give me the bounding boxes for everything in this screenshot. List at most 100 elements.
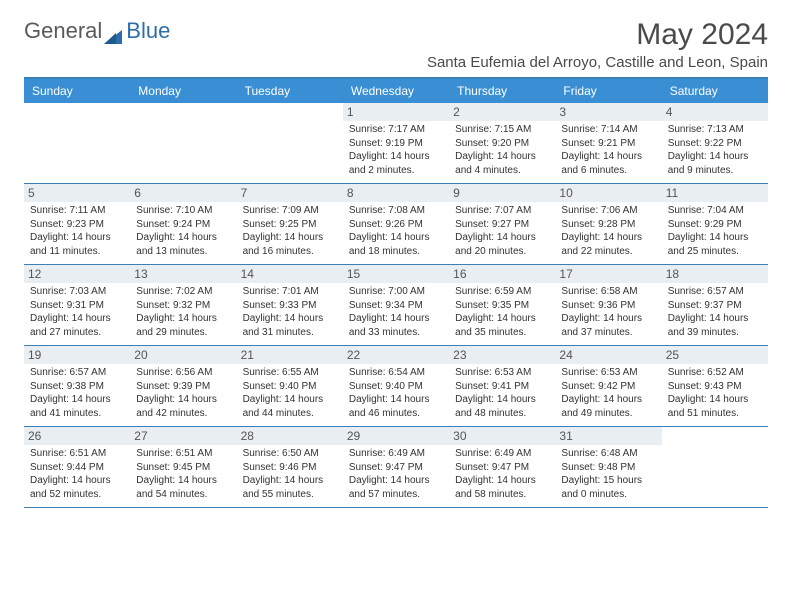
day-number: 1 [343, 103, 449, 121]
day-cell: 29 Sunrise: 6:49 AMSunset: 9:47 PMDayligh… [343, 427, 449, 507]
day-info: Sunrise: 7:03 AMSunset: 9:31 PMDaylight:… [30, 285, 124, 339]
day-number: 19 [24, 346, 130, 364]
location: Santa Eufemia del Arroyo, Castille and L… [427, 54, 768, 71]
day-number: 21 [237, 346, 343, 364]
week-row: 26 Sunrise: 6:51 AMSunset: 9:44 PMDayligh… [24, 427, 768, 508]
day-info: Sunrise: 7:10 AMSunset: 9:24 PMDaylight:… [136, 204, 230, 258]
day-number: 7 [237, 184, 343, 202]
day-number: 9 [449, 184, 555, 202]
day-number: 28 [237, 427, 343, 445]
day-header-row: SundayMondayTuesdayWednesdayThursdayFrid… [24, 79, 768, 103]
day-number: 31 [555, 427, 661, 445]
day-cell: 9 Sunrise: 7:07 AMSunset: 9:27 PMDaylight… [449, 184, 555, 264]
day-number: 6 [130, 184, 236, 202]
day-cell: 27 Sunrise: 6:51 AMSunset: 9:45 PMDayligh… [130, 427, 236, 507]
day-cell: . [24, 103, 130, 183]
day-number: 16 [449, 265, 555, 283]
day-cell: 19Sunrise: 6:57 AMSunset: 9:38 PMDayligh… [24, 346, 130, 426]
day-number: 26 [24, 427, 130, 445]
day-cell: 18Sunrise: 6:57 AMSunset: 9:37 PMDayligh… [662, 265, 768, 345]
day-cell: 3 Sunrise: 7:14 AMSunset: 9:21 PMDaylight… [555, 103, 661, 183]
day-number: 4 [662, 103, 768, 121]
day-info: Sunrise: 7:00 AMSunset: 9:34 PMDaylight:… [349, 285, 443, 339]
day-cell: 8 Sunrise: 7:08 AMSunset: 9:26 PMDaylight… [343, 184, 449, 264]
day-number: 24 [555, 346, 661, 364]
day-info: Sunrise: 7:14 AMSunset: 9:21 PMDaylight:… [561, 123, 655, 177]
title-block: May 2024 Santa Eufemia del Arroyo, Casti… [427, 18, 768, 71]
day-number: 22 [343, 346, 449, 364]
day-info: Sunrise: 7:13 AMSunset: 9:22 PMDaylight:… [668, 123, 762, 177]
day-cell: 20 Sunrise: 6:56 AMSunset: 9:39 PMDayligh… [130, 346, 236, 426]
day-header-cell: Tuesday [237, 79, 343, 103]
day-number: 20 [130, 346, 236, 364]
day-cell: 7 Sunrise: 7:09 AMSunset: 9:25 PMDaylight… [237, 184, 343, 264]
day-cell: . [662, 427, 768, 507]
day-cell: 12Sunrise: 7:03 AMSunset: 9:31 PMDayligh… [24, 265, 130, 345]
day-cell: 10Sunrise: 7:06 AMSunset: 9:28 PMDayligh… [555, 184, 661, 264]
day-info: Sunrise: 6:51 AMSunset: 9:44 PMDaylight:… [30, 447, 124, 501]
day-info: Sunrise: 6:54 AMSunset: 9:40 PMDaylight:… [349, 366, 443, 420]
day-info: Sunrise: 6:52 AMSunset: 9:43 PMDaylight:… [668, 366, 762, 420]
day-cell: 2Sunrise: 7:15 AMSunset: 9:20 PMDaylight… [449, 103, 555, 183]
day-info: Sunrise: 6:48 AMSunset: 9:48 PMDaylight:… [561, 447, 655, 501]
day-number: 2 [449, 103, 555, 121]
day-info: Sunrise: 7:01 AMSunset: 9:33 PMDaylight:… [243, 285, 337, 339]
day-number: 18 [662, 265, 768, 283]
day-cell: 23Sunrise: 6:53 AMSunset: 9:41 PMDayligh… [449, 346, 555, 426]
day-cell: 28Sunrise: 6:50 AMSunset: 9:46 PMDayligh… [237, 427, 343, 507]
day-number: 13 [130, 265, 236, 283]
day-number: 5 [24, 184, 130, 202]
day-info: Sunrise: 7:02 AMSunset: 9:32 PMDaylight:… [136, 285, 230, 339]
day-info: Sunrise: 7:09 AMSunset: 9:25 PMDaylight:… [243, 204, 337, 258]
day-cell: 11 Sunrise: 7:04 AMSunset: 9:29 PMDayligh… [662, 184, 768, 264]
day-cell: 13 Sunrise: 7:02 AMSunset: 9:32 PMDayligh… [130, 265, 236, 345]
day-info: Sunrise: 6:49 AMSunset: 9:47 PMDaylight:… [349, 447, 443, 501]
day-info: Sunrise: 7:17 AMSunset: 9:19 PMDaylight:… [349, 123, 443, 177]
day-number: 29 [343, 427, 449, 445]
day-number: 14 [237, 265, 343, 283]
week-row: 12Sunrise: 7:03 AMSunset: 9:31 PMDayligh… [24, 265, 768, 346]
day-info: Sunrise: 6:53 AMSunset: 9:42 PMDaylight:… [561, 366, 655, 420]
day-info: Sunrise: 6:58 AMSunset: 9:36 PMDaylight:… [561, 285, 655, 339]
day-cell: 24 Sunrise: 6:53 AMSunset: 9:42 PMDayligh… [555, 346, 661, 426]
day-header-cell: Thursday [449, 79, 555, 103]
day-info: Sunrise: 7:11 AMSunset: 9:23 PMDaylight:… [30, 204, 124, 258]
day-info: Sunrise: 6:49 AMSunset: 9:47 PMDaylight:… [455, 447, 549, 501]
logo-text-1: General [24, 18, 102, 44]
day-number: 30 [449, 427, 555, 445]
day-info: Sunrise: 6:59 AMSunset: 9:35 PMDaylight:… [455, 285, 549, 339]
day-cell: 15 Sunrise: 7:00 AMSunset: 9:34 PMDayligh… [343, 265, 449, 345]
day-info: Sunrise: 6:53 AMSunset: 9:41 PMDaylight:… [455, 366, 549, 420]
day-cell: 25 Sunrise: 6:52 AMSunset: 9:43 PMDayligh… [662, 346, 768, 426]
day-info: Sunrise: 6:56 AMSunset: 9:39 PMDaylight:… [136, 366, 230, 420]
day-cell: 4 Sunrise: 7:13 AMSunset: 9:22 PMDaylight… [662, 103, 768, 183]
month-title: May 2024 [427, 18, 768, 52]
day-cell: 21 Sunrise: 6:55 AMSunset: 9:40 PMDayligh… [237, 346, 343, 426]
calendar: SundayMondayTuesdayWednesdayThursdayFrid… [24, 77, 768, 508]
day-header-cell: Saturday [662, 79, 768, 103]
logo-sail-icon [104, 24, 122, 38]
day-cell: 17Sunrise: 6:58 AMSunset: 9:36 PMDayligh… [555, 265, 661, 345]
day-info: Sunrise: 7:08 AMSunset: 9:26 PMDaylight:… [349, 204, 443, 258]
day-number: 25 [662, 346, 768, 364]
day-cell: 22 Sunrise: 6:54 AMSunset: 9:40 PMDayligh… [343, 346, 449, 426]
day-cell: 31 Sunrise: 6:48 AMSunset: 9:48 PMDayligh… [555, 427, 661, 507]
day-number: 3 [555, 103, 661, 121]
day-cell: 26 Sunrise: 6:51 AMSunset: 9:44 PMDayligh… [24, 427, 130, 507]
day-number: 11 [662, 184, 768, 202]
logo-text-2: Blue [126, 18, 170, 44]
header: General Blue May 2024 Santa Eufemia del … [24, 18, 768, 71]
day-number: 8 [343, 184, 449, 202]
day-number: 27 [130, 427, 236, 445]
day-info: Sunrise: 7:06 AMSunset: 9:28 PMDaylight:… [561, 204, 655, 258]
day-number: 15 [343, 265, 449, 283]
day-header-cell: Sunday [24, 79, 130, 103]
day-cell: . [237, 103, 343, 183]
day-info: Sunrise: 6:51 AMSunset: 9:45 PMDaylight:… [136, 447, 230, 501]
day-header-cell: Monday [130, 79, 236, 103]
day-info: Sunrise: 7:07 AMSunset: 9:27 PMDaylight:… [455, 204, 549, 258]
day-info: Sunrise: 7:04 AMSunset: 9:29 PMDaylight:… [668, 204, 762, 258]
day-header-cell: Friday [555, 79, 661, 103]
week-row: 5 Sunrise: 7:11 AMSunset: 9:23 PMDaylight… [24, 184, 768, 265]
day-info: Sunrise: 6:55 AMSunset: 9:40 PMDaylight:… [243, 366, 337, 420]
